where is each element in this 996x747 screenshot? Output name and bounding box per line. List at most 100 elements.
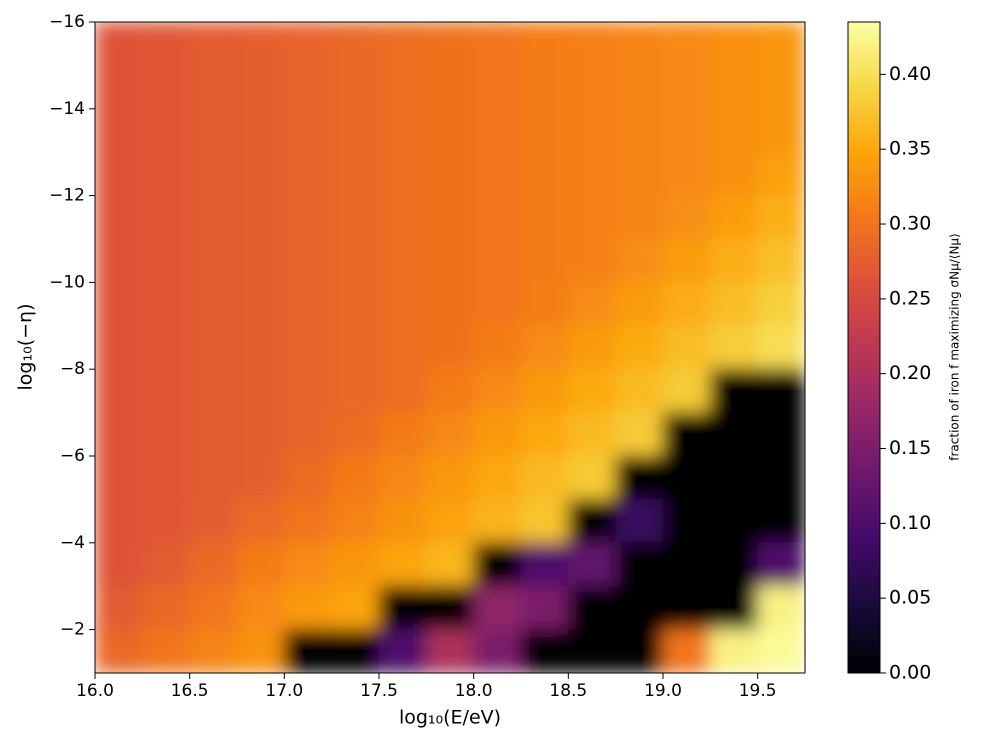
heat-cell xyxy=(615,455,664,500)
heat-cell xyxy=(378,195,427,240)
heat-cell xyxy=(567,195,617,240)
heat-cell xyxy=(189,151,238,197)
x-tick-label: 19.5 xyxy=(739,681,777,701)
heat-cell xyxy=(520,412,569,457)
heat-cell xyxy=(473,542,522,587)
heat-cell xyxy=(709,412,759,457)
heat-cell xyxy=(662,238,711,283)
heat-cell xyxy=(95,412,143,457)
heat-cell xyxy=(331,238,380,283)
heat-cell xyxy=(378,281,427,327)
heat-cell xyxy=(473,629,522,673)
heat-cell xyxy=(141,542,191,587)
heat-cell xyxy=(567,238,617,283)
heat-cell xyxy=(141,455,191,500)
heat-cell xyxy=(662,108,711,153)
y-tick-label: −12 xyxy=(49,186,85,206)
heat-cell xyxy=(283,455,333,500)
y-tick-label: −16 xyxy=(49,12,85,32)
heat-cell xyxy=(615,108,664,153)
heat-cell xyxy=(567,325,617,370)
heat-cell xyxy=(567,585,617,631)
heat-cell xyxy=(141,108,191,153)
heat-cell xyxy=(757,151,805,197)
y-tick-label: −10 xyxy=(49,272,85,292)
x-tick-label: 18.5 xyxy=(549,681,587,701)
y-tick-label: −2 xyxy=(60,620,85,640)
heat-cell xyxy=(189,368,238,414)
heat-cell xyxy=(567,455,617,500)
heat-cell xyxy=(189,108,238,153)
heat-cell xyxy=(520,542,569,587)
heat-cell xyxy=(662,368,711,414)
heat-cell xyxy=(283,498,333,544)
heat-cell xyxy=(709,455,759,500)
heat-cell xyxy=(709,151,759,197)
heat-cell xyxy=(141,498,191,544)
heat-cell xyxy=(95,195,143,240)
heat-cell xyxy=(520,64,569,110)
heat-cell xyxy=(189,195,238,240)
heat-cell xyxy=(189,412,238,457)
heat-cell xyxy=(425,412,475,457)
heat-cell xyxy=(189,325,238,370)
y-tick-label: −6 xyxy=(60,446,85,466)
x-tick-label: 16.0 xyxy=(76,681,114,701)
heat-cell xyxy=(615,325,664,370)
heat-cell xyxy=(189,22,238,66)
heat-cell xyxy=(378,455,427,500)
heat-cell xyxy=(95,238,143,283)
heat-cell xyxy=(283,108,333,153)
heat-cell xyxy=(615,195,664,240)
heat-cell xyxy=(331,64,380,110)
heat-cell xyxy=(378,629,427,673)
heat-cell xyxy=(520,238,569,283)
heat-cell xyxy=(283,585,333,631)
heat-cell xyxy=(283,368,333,414)
heat-cell xyxy=(189,455,238,500)
heat-cell xyxy=(520,22,569,66)
heat-cell xyxy=(662,64,711,110)
heat-cell xyxy=(425,64,475,110)
heat-cell xyxy=(378,368,427,414)
heat-cell xyxy=(615,238,664,283)
heat-cell xyxy=(473,151,522,197)
heat-cell xyxy=(236,281,285,327)
heat-cell xyxy=(615,281,664,327)
heat-cell xyxy=(520,629,569,673)
heat-cell xyxy=(757,455,805,500)
heat-cell xyxy=(189,281,238,327)
heat-cell xyxy=(567,368,617,414)
heat-cell xyxy=(662,325,711,370)
heat-cell xyxy=(283,195,333,240)
heat-cell xyxy=(709,281,759,327)
colorbar-tick-label: 0.15 xyxy=(889,437,931,459)
heat-cell xyxy=(331,629,380,673)
heat-cell xyxy=(473,325,522,370)
heat-cell xyxy=(283,542,333,587)
heat-cell xyxy=(757,281,805,327)
heat-cell xyxy=(378,151,427,197)
heat-cell xyxy=(331,368,380,414)
heat-cell xyxy=(567,281,617,327)
heat-cell xyxy=(567,498,617,544)
heat-cell xyxy=(95,151,143,197)
heat-cell xyxy=(709,238,759,283)
heat-cell xyxy=(473,281,522,327)
heat-cell xyxy=(662,281,711,327)
heat-cell xyxy=(141,64,191,110)
heat-cell xyxy=(189,498,238,544)
heat-cell xyxy=(425,585,475,631)
heat-cell xyxy=(236,195,285,240)
heat-cell xyxy=(95,108,143,153)
heat-cell xyxy=(236,238,285,283)
heat-cell xyxy=(567,542,617,587)
heat-cell xyxy=(236,368,285,414)
heat-cell xyxy=(378,542,427,587)
heat-cell xyxy=(662,542,711,587)
heat-cell xyxy=(662,498,711,544)
heat-cell xyxy=(189,238,238,283)
colorbar-label: fraction of iron f maximizing σNμ/⟨Nμ⟩ xyxy=(948,233,962,461)
heat-cell xyxy=(236,64,285,110)
heat-cell xyxy=(283,64,333,110)
